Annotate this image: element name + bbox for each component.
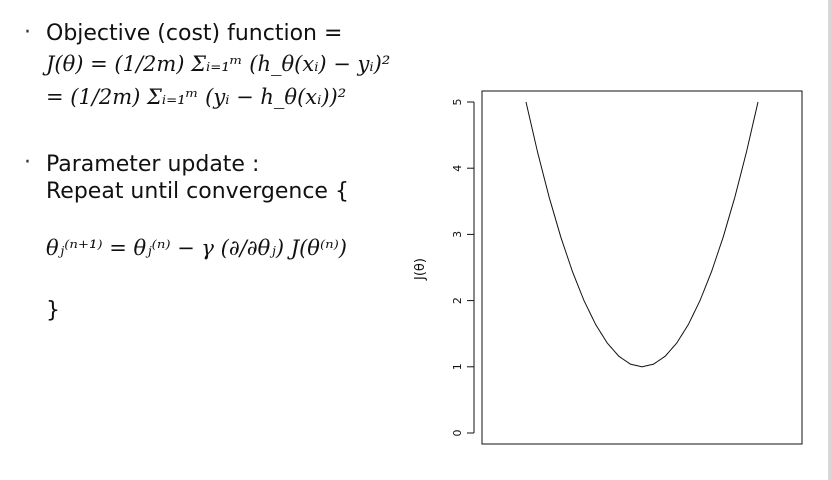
bullet-dot: · — [24, 20, 31, 45]
y-tick-label: 5 — [451, 99, 464, 106]
slide-right-edge — [828, 0, 831, 480]
cost-curve — [525, 101, 759, 368]
update-rule: θⱼ⁽ⁿ⁺¹⁾ = θⱼ⁽ⁿ⁾ − γ (∂/∂θⱼ) J(θ⁽ⁿ⁾) — [46, 236, 347, 260]
y-axis-label: J(θ) — [413, 258, 428, 281]
objective-formula-line1: J(θ) = (1/2m) Σᵢ₌₁ᵐ (h_θ(xᵢ) − yᵢ)² — [46, 52, 391, 76]
update-label: Parameter update : — [46, 152, 260, 177]
y-tick-label: 0 — [451, 430, 464, 437]
cost-function-plot: 0 1 2 3 4 5 J(θ) — [413, 90, 803, 445]
y-tick-label: 2 — [451, 297, 464, 304]
closing-brace: } — [46, 298, 60, 323]
bullet-dot: · — [24, 150, 31, 175]
plot-frame — [481, 90, 803, 445]
y-axis-ticks: 0 1 2 3 4 5 — [451, 99, 474, 437]
update-repeat-text: Repeat until convergence { — [46, 179, 349, 204]
objective-formula-line2: = (1/2m) Σᵢ₌₁ᵐ (yᵢ − h_θ(xᵢ))² — [46, 85, 347, 109]
y-tick-label: 4 — [451, 165, 464, 172]
objective-label: Objective (cost) function = — [46, 21, 343, 46]
y-tick-label: 1 — [451, 363, 464, 370]
y-tick-label: 3 — [451, 231, 464, 238]
